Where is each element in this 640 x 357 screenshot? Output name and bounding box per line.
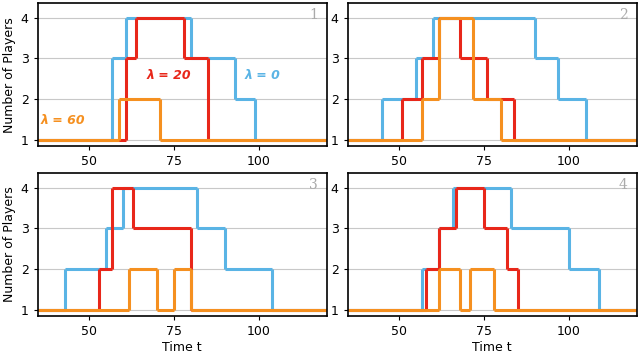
X-axis label: Time t: Time t [472, 341, 512, 353]
Text: λ = 20: λ = 20 [147, 69, 191, 82]
Text: 4: 4 [619, 178, 628, 192]
Y-axis label: Number of Players: Number of Players [3, 17, 17, 132]
X-axis label: Time t: Time t [162, 341, 202, 353]
Text: 1: 1 [309, 8, 318, 22]
Text: λ = 60: λ = 60 [41, 114, 86, 127]
Text: 2: 2 [619, 8, 628, 22]
Text: λ = 0: λ = 0 [245, 69, 281, 82]
Y-axis label: Number of Players: Number of Players [3, 187, 17, 302]
Text: 3: 3 [309, 178, 318, 192]
